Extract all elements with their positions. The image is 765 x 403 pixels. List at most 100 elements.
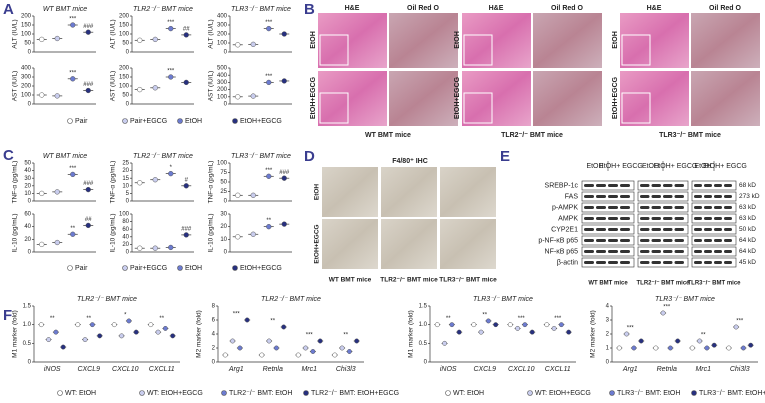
- dot: [558, 322, 564, 328]
- band: [640, 261, 650, 264]
- band: [694, 184, 702, 187]
- dot: [168, 244, 174, 251]
- y-tick-label: 100: [217, 94, 228, 100]
- band: [714, 195, 722, 198]
- x-tick-label: CXCL11: [545, 366, 571, 373]
- row-label: EtOH+EGCG: [454, 76, 461, 119]
- dot: [237, 345, 243, 351]
- legend-marker: [221, 390, 227, 396]
- x-tick-label: iNOS: [440, 366, 457, 373]
- row-label: EtOH: [314, 184, 321, 201]
- band: [714, 217, 722, 220]
- micrograph: [322, 219, 378, 269]
- y-tick-label: 400: [21, 66, 32, 72]
- band: [724, 239, 732, 242]
- dot: [566, 329, 572, 335]
- dot: [152, 177, 158, 183]
- protein-label: FAS: [565, 193, 579, 200]
- dot: [434, 322, 440, 328]
- y-tick-label: 150: [119, 75, 130, 81]
- micrograph: [533, 13, 602, 68]
- band: [663, 184, 673, 187]
- dot: [675, 338, 681, 344]
- legend-marker: [177, 118, 183, 124]
- significance: ***: [167, 20, 175, 26]
- column-header: H&E: [647, 5, 662, 12]
- legend-marker: [67, 118, 73, 124]
- legend-marker: [232, 118, 238, 124]
- dot: [281, 221, 287, 227]
- column-header: Oil Red O: [709, 5, 741, 12]
- significance: **: [343, 333, 348, 339]
- legend-marker: [122, 265, 128, 271]
- chart-title: TLR3⁻/⁻ BMT mice: [473, 296, 533, 303]
- band: [608, 250, 618, 253]
- y-tick-label: 0.5: [419, 341, 428, 347]
- dot: [250, 41, 256, 47]
- significance: ***: [69, 17, 77, 23]
- y-axis-label: AST (IU/L): [12, 71, 19, 102]
- dot: [85, 87, 91, 94]
- dot: [740, 345, 746, 351]
- band: [584, 195, 594, 198]
- dot: [235, 192, 241, 198]
- dot: [295, 352, 301, 358]
- dot: [631, 345, 637, 351]
- dot: [183, 232, 189, 238]
- significance: ##: [85, 217, 92, 223]
- significance: **: [70, 226, 75, 232]
- legend-marker: [122, 118, 128, 124]
- protein-label: p-AMPK: [552, 204, 578, 211]
- dot: [85, 186, 91, 193]
- y-tick-label: 20: [122, 242, 129, 248]
- dot: [748, 342, 754, 348]
- x-tick-label: CXCL10: [112, 366, 139, 373]
- row-label: EtOH+EGCG: [310, 76, 317, 119]
- dot: [726, 345, 732, 351]
- y-tick-label: 200: [119, 66, 130, 72]
- dot: [137, 245, 143, 251]
- significance: ***: [265, 168, 273, 174]
- micrograph: [318, 13, 387, 68]
- lane-header: EtOH: [642, 163, 659, 170]
- y-tick-label: 200: [217, 32, 228, 38]
- y-axis-label: ALT (IU/L): [208, 19, 215, 48]
- dot: [53, 329, 59, 335]
- band: [608, 206, 618, 209]
- micrograph: [381, 167, 437, 217]
- y-axis-label: TNF-α (pg/mL): [110, 161, 117, 204]
- legend-label: EtOH+EGCG: [240, 265, 282, 272]
- dot: [168, 25, 174, 32]
- dot: [266, 25, 272, 32]
- chart-title: TLR2⁻/⁻ BMT mice: [133, 153, 193, 160]
- significance: ***: [736, 319, 744, 325]
- y-axis-label: ALT (IU/L): [110, 19, 117, 48]
- size-label: 63 kD: [739, 215, 756, 222]
- panel-label: D: [304, 148, 315, 165]
- band: [674, 250, 684, 253]
- y-tick-label: 200: [217, 87, 228, 93]
- band: [704, 217, 712, 220]
- x-tick-label: iNOS: [44, 366, 61, 373]
- group-label: TLR3⁻/⁻ BMT mice: [687, 281, 741, 287]
- y-tick-label: 300: [217, 80, 228, 86]
- legend-marker: [177, 265, 183, 271]
- chart-title: TLR2⁻/⁻ BMT mice: [261, 296, 321, 303]
- legend-marker: [445, 390, 451, 396]
- significance: ***: [265, 74, 273, 80]
- dot: [529, 329, 535, 335]
- band: [651, 239, 661, 242]
- band: [584, 228, 594, 231]
- y-tick-label: 15: [122, 176, 129, 182]
- dot: [54, 93, 60, 99]
- dot: [442, 340, 448, 346]
- band: [663, 250, 673, 253]
- band: [663, 217, 673, 220]
- y-tick-label: 50: [24, 161, 31, 167]
- dot: [168, 170, 174, 177]
- dot: [507, 322, 513, 328]
- y-axis-label: M1 marker (fold): [408, 310, 415, 358]
- dot: [522, 322, 528, 328]
- y-tick-label: 40: [24, 224, 31, 230]
- micrograph: [440, 219, 496, 269]
